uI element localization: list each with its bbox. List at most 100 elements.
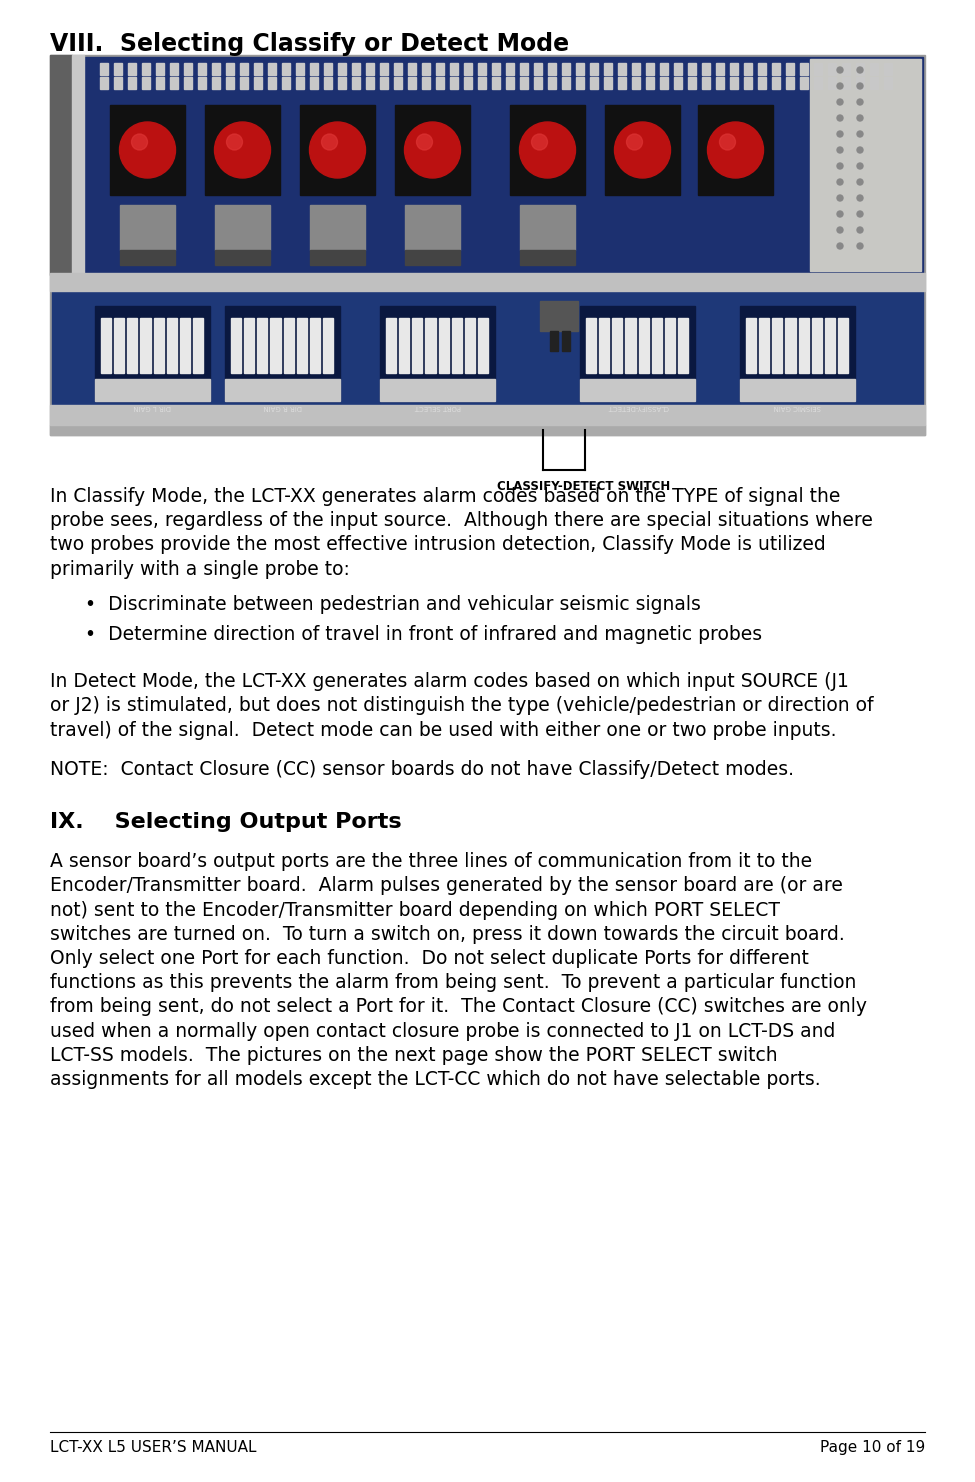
Bar <box>225 305 340 402</box>
Bar <box>338 77 346 89</box>
Text: CLASSIFY-DETECT: CLASSIFY-DETECT <box>606 405 668 411</box>
Bar <box>386 319 396 373</box>
Circle shape <box>837 163 843 169</box>
Circle shape <box>627 133 643 150</box>
Text: A sensor board’s output ports are the three lines of communication from it to th: A sensor board’s output ports are the th… <box>50 852 867 1089</box>
Circle shape <box>837 227 843 233</box>
Bar <box>811 319 822 373</box>
Text: LCT-XX L5 USER’S MANUAL: LCT-XX L5 USER’S MANUAL <box>50 1441 256 1455</box>
Bar <box>300 105 375 196</box>
Bar <box>114 319 124 373</box>
Text: In Classify Mode, the LCT-XX generates alarm codes based on the TYPE of signal t: In Classify Mode, the LCT-XX generates a… <box>50 488 873 579</box>
Circle shape <box>520 122 575 178</box>
Circle shape <box>857 67 863 73</box>
Bar <box>100 64 108 76</box>
Bar <box>772 77 780 89</box>
Circle shape <box>857 147 863 153</box>
Circle shape <box>857 243 863 249</box>
Bar <box>284 319 293 373</box>
Bar <box>128 319 137 373</box>
Circle shape <box>837 243 843 249</box>
Bar <box>52 290 923 425</box>
Bar <box>101 319 111 373</box>
Circle shape <box>837 130 843 136</box>
Bar <box>50 55 925 436</box>
Bar <box>366 64 374 76</box>
Bar <box>698 105 773 196</box>
Bar <box>665 319 675 373</box>
Circle shape <box>720 133 735 150</box>
Circle shape <box>120 122 176 178</box>
Bar <box>639 319 648 373</box>
Bar <box>184 64 192 76</box>
Bar <box>215 205 270 250</box>
Circle shape <box>857 196 863 202</box>
Text: VIII.  Selecting Classify or Detect Mode: VIII. Selecting Classify or Detect Mode <box>50 33 569 56</box>
Bar <box>730 77 738 89</box>
Bar <box>156 64 164 76</box>
Text: CLASSIFY-DETECT SWITCH: CLASSIFY-DETECT SWITCH <box>497 480 671 494</box>
Circle shape <box>531 133 548 150</box>
Text: DIR R GAIN: DIR R GAIN <box>263 405 302 411</box>
Bar <box>884 64 892 76</box>
Text: In Detect Mode, the LCT-XX generates alarm codes based on which input SOURCE (J1: In Detect Mode, the LCT-XX generates ala… <box>50 671 874 740</box>
Text: NOTE:  Contact Closure (CC) sensor boards do not have Classify/Detect modes.: NOTE: Contact Closure (CC) sensor boards… <box>50 760 794 780</box>
Bar <box>399 319 410 373</box>
Bar <box>436 77 444 89</box>
Bar <box>184 77 192 89</box>
Bar <box>740 305 855 402</box>
Bar <box>310 77 318 89</box>
Bar <box>520 77 528 89</box>
Bar <box>740 379 855 402</box>
Bar <box>405 250 460 265</box>
Bar <box>674 64 682 76</box>
Circle shape <box>614 122 671 178</box>
Bar <box>120 250 175 265</box>
Bar <box>439 319 448 373</box>
Bar <box>436 64 444 76</box>
Circle shape <box>322 133 337 150</box>
Bar <box>520 64 528 76</box>
Bar <box>450 64 458 76</box>
Bar <box>167 319 176 373</box>
Bar <box>548 77 556 89</box>
Bar <box>366 77 374 89</box>
Bar <box>478 64 486 76</box>
Bar <box>492 77 500 89</box>
Bar <box>540 301 578 330</box>
Bar <box>170 77 178 89</box>
Bar <box>380 379 495 402</box>
Bar <box>310 250 365 265</box>
Bar <box>744 77 752 89</box>
Text: •  Determine direction of travel in front of infrared and magnetic probes: • Determine direction of travel in front… <box>85 625 762 645</box>
Bar <box>212 77 220 89</box>
Bar <box>128 64 136 76</box>
Bar <box>772 64 780 76</box>
Bar <box>604 64 612 76</box>
Bar <box>651 319 662 373</box>
Bar <box>95 379 210 402</box>
Bar <box>678 319 688 373</box>
Bar <box>422 77 430 89</box>
Bar <box>380 305 495 402</box>
Circle shape <box>416 133 433 150</box>
Bar <box>478 77 486 89</box>
Bar <box>562 330 570 351</box>
Bar <box>702 64 710 76</box>
Bar <box>744 64 752 76</box>
Bar <box>380 77 388 89</box>
Bar <box>450 77 458 89</box>
Bar <box>590 64 598 76</box>
Bar <box>296 64 304 76</box>
Bar <box>225 379 340 402</box>
Circle shape <box>226 133 243 150</box>
Bar <box>856 64 864 76</box>
Bar <box>310 205 365 250</box>
Bar <box>142 77 150 89</box>
Bar <box>828 77 836 89</box>
Circle shape <box>309 122 366 178</box>
Bar <box>605 105 680 196</box>
Bar <box>576 64 584 76</box>
Bar <box>270 319 281 373</box>
Bar <box>296 77 304 89</box>
